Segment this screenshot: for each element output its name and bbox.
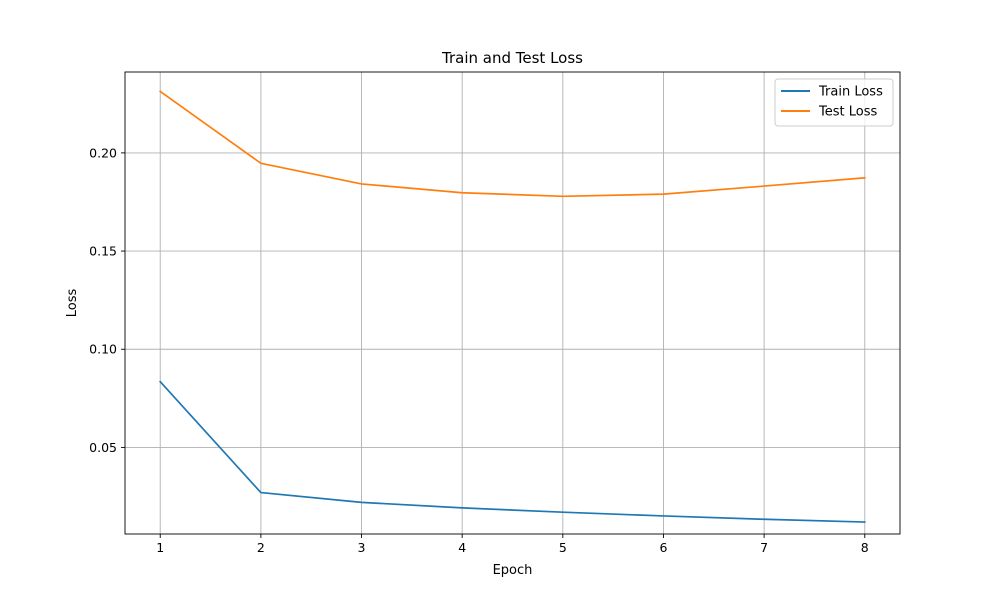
legend: Train Loss Test Loss [774,78,894,127]
x-tick-label: 1 [156,540,164,555]
x-tick-label: 7 [760,540,768,555]
x-tick-label: 3 [358,540,366,555]
series-layer [159,90,866,523]
y-axis-label: Loss [65,289,80,318]
chart-title: Train and Test Loss [441,49,583,67]
plot-frame [124,71,901,535]
y-tick-label: 0.10 [89,342,117,357]
legend-train-loss-label: Train Loss [818,85,883,100]
grid-layer [125,72,900,534]
x-tick-label: 6 [659,540,667,555]
x-tick-label: 2 [257,540,265,555]
y-tick-label: 0.15 [89,244,117,259]
tick-layer: 1 2 3 4 5 6 7 8 0.05 0.10 0.15 0.20 [89,145,869,555]
x-tick-label: 8 [861,540,869,555]
x-axis-label: Epoch [493,563,533,578]
series-line-train-loss [159,380,866,523]
y-tick-label: 0.20 [89,145,117,160]
series-line-test-loss [159,90,866,198]
x-tick-label: 5 [559,540,567,555]
y-tick-label: 0.05 [89,440,117,455]
x-tick-label: 4 [458,540,466,555]
legend-test-loss-label: Test Loss [818,105,877,120]
